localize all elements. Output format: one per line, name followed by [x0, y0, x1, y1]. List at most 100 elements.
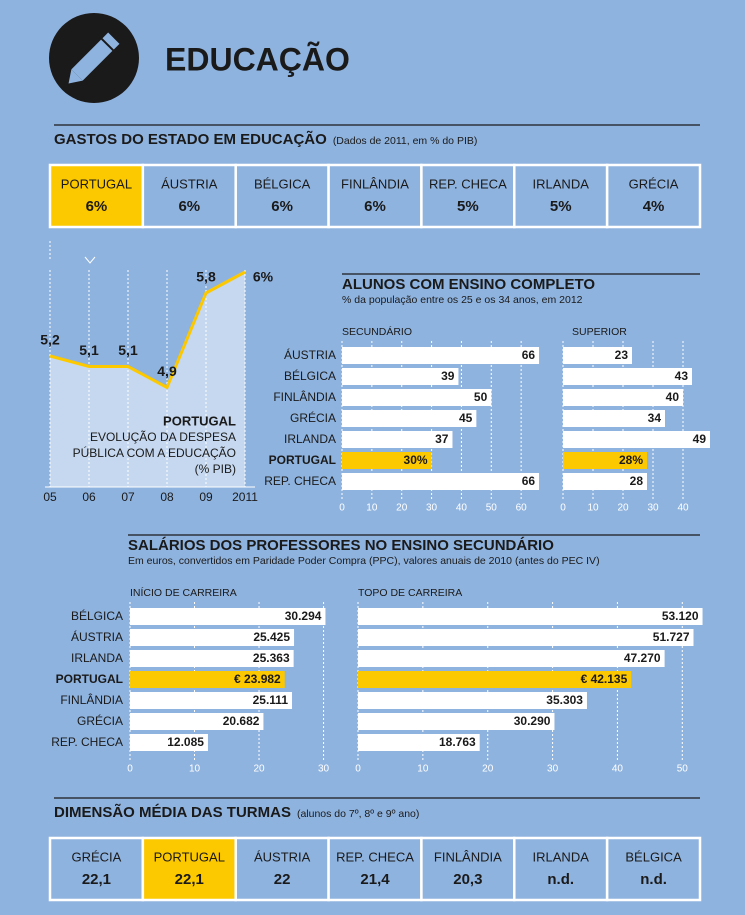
panel-label: SECUNDÁRIO	[342, 325, 412, 338]
cell-value: 22,1	[175, 871, 204, 888]
value-label: 43	[675, 369, 689, 383]
value-label: 53.120	[662, 609, 699, 623]
value-label: 50	[474, 390, 488, 404]
value-label: 40	[666, 390, 680, 404]
value-label: 25.363	[253, 651, 290, 665]
category-label: GRÉCIA	[77, 713, 123, 728]
cell-value: 22	[274, 871, 291, 888]
category-label: FINLÂNDIA	[60, 692, 123, 707]
cell-value: 21,4	[360, 871, 390, 888]
value-label: 5,2	[40, 332, 60, 348]
x-tick-label: 20	[617, 503, 629, 514]
x-tick-label: 20	[253, 764, 265, 775]
cell-value: 22,1	[82, 871, 111, 888]
category-label: REP. CHECA	[264, 474, 336, 488]
value-label: 35.303	[546, 693, 583, 707]
value-label: 34	[648, 411, 662, 425]
bar	[342, 473, 540, 490]
section-title: DIMENSÃO MÉDIA DAS TURMAS	[54, 803, 291, 821]
value-label: 23	[615, 348, 629, 362]
bar	[130, 671, 285, 688]
cell	[327, 836, 423, 902]
bar	[358, 629, 694, 646]
pencil-icon	[68, 32, 120, 84]
cell-value: 4%	[643, 198, 665, 215]
arrow	[84, 256, 96, 264]
bar	[342, 410, 477, 427]
x-tick-label: 0	[560, 503, 566, 514]
cell	[513, 836, 609, 902]
line	[49, 270, 246, 390]
bar	[130, 650, 294, 667]
x-tick-label: 60	[516, 503, 528, 514]
value-label: 30.294	[285, 609, 322, 623]
section-subtitle: (alunos do 7º, 8º e 9º ano)	[297, 808, 419, 820]
value-label: 66	[522, 474, 536, 488]
x-tick-label: 40	[612, 764, 624, 775]
x-tick-label: 20	[396, 503, 408, 514]
bar	[563, 473, 647, 490]
cell-label: FINLÂNDIA	[341, 176, 409, 191]
value-label: 45	[459, 411, 473, 425]
cell	[141, 163, 237, 229]
annotation: PÚBLICA COM A EDUCAÇÃO	[73, 445, 236, 460]
bar	[563, 431, 710, 448]
cell-label: ÁUSTRIA	[254, 849, 311, 864]
value-label: 49	[693, 432, 707, 446]
category-label: ÁUSTRIA	[71, 629, 123, 644]
value-label: € 42.135	[581, 672, 628, 686]
x-tick-label: 40	[456, 503, 468, 514]
x-tick-label: 50	[677, 764, 689, 775]
cell-value: 5%	[550, 198, 572, 215]
value-label: 30%	[404, 453, 428, 467]
subtitle: % da população entre os 25 e os 34 anos,…	[342, 294, 583, 306]
cell	[327, 163, 423, 229]
x-tick-label: 10	[587, 503, 599, 514]
cell-value: 6%	[271, 198, 293, 215]
cell-label: PORTUGAL	[61, 176, 132, 191]
x-tick-label: 0	[127, 764, 133, 775]
category-label: PORTUGAL	[269, 453, 336, 467]
bar	[358, 713, 555, 730]
x-tick-label: 30	[547, 764, 559, 775]
bar	[130, 692, 293, 709]
annotation: (% PIB)	[195, 462, 236, 476]
value-label: 18.763	[439, 735, 476, 749]
bar	[358, 671, 632, 688]
category-label: FINLÂNDIA	[273, 389, 336, 404]
section-title: SALÁRIOS DOS PROFESSORES NO ENSINO SECUN…	[128, 537, 554, 554]
value-label: 66	[522, 348, 536, 362]
category-label: PORTUGAL	[56, 672, 123, 686]
cell-label: GRÉCIA	[72, 849, 122, 864]
cell-label: REP. CHECA	[336, 849, 414, 864]
value-label: 20.682	[223, 714, 260, 728]
bar	[342, 431, 453, 448]
value-label: 5,1	[118, 342, 138, 358]
cell	[513, 163, 609, 229]
category-label: ÁUSTRIA	[284, 347, 336, 362]
cell-value: 5%	[457, 198, 479, 215]
bar	[342, 368, 459, 385]
value-label: 6%	[253, 269, 274, 285]
bar	[563, 410, 665, 427]
x-tick-label: 30	[318, 764, 330, 775]
x-tick-label: 20	[482, 764, 494, 775]
category-label: IRLANDA	[284, 432, 336, 446]
cell-label: FINLÂNDIA	[434, 849, 502, 864]
value-label: 37	[435, 432, 449, 446]
panel-label: INÍCIO DE CARREIRA	[130, 586, 237, 599]
cell-label: GRÉCIA	[629, 176, 679, 191]
cell-value: n.d.	[547, 871, 574, 888]
x-tick-label: 30	[647, 503, 659, 514]
annotation: EVOLUÇÃO DA DESPESA	[90, 430, 236, 444]
panel-label: TOPO DE CARREIRA	[358, 587, 462, 599]
cell-label: IRLANDA	[533, 849, 590, 864]
value-label: 47.270	[624, 651, 661, 665]
x-tick-label: 10	[417, 764, 429, 775]
section-title: ALUNOS COM ENSINO COMPLETO	[342, 276, 595, 293]
x-tick-label: 30	[426, 503, 438, 514]
cell-label: PORTUGAL	[154, 849, 225, 864]
value-label: 4,9	[157, 363, 177, 379]
cell	[234, 836, 330, 902]
category-label: REP. CHECA	[51, 735, 123, 749]
